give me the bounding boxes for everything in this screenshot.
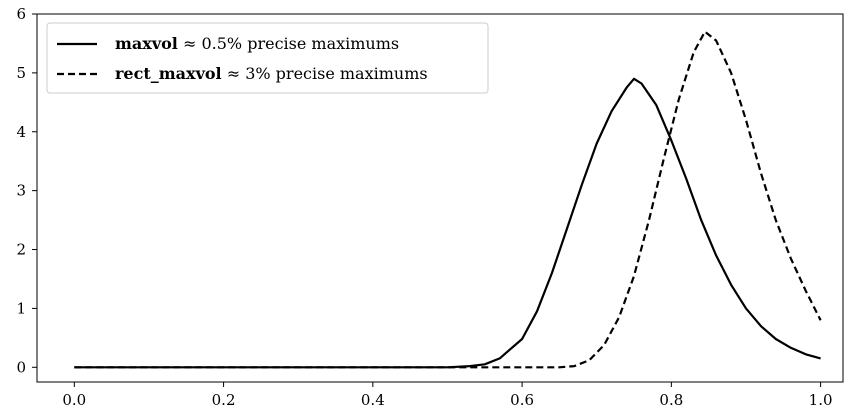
x-tick-label: 0.4 [361, 391, 385, 409]
y-tick-label: 6 [16, 5, 26, 23]
legend-box [46, 22, 489, 94]
series-line-maxvol [74, 77, 821, 369]
legend: maxvol ≈ 0.5% precise maximums rect_maxvo… [46, 22, 489, 94]
x-axis: 0.0 0.2 0.4 0.6 0.8 1.0 [62, 382, 833, 409]
legend-series-name: maxvol [115, 34, 178, 53]
y-axis: 0 1 2 3 4 5 6 [16, 5, 37, 376]
y-tick-label: 0 [16, 358, 26, 376]
legend-entry: rect_maxvol ≈ 3% precise maximums [115, 64, 428, 83]
x-tick-label: 0.0 [62, 391, 86, 409]
plot-frame [36, 13, 844, 383]
x-tick-label: 0.6 [510, 391, 534, 409]
y-tick-label: 2 [16, 241, 26, 259]
x-tick-label: 0.2 [212, 391, 236, 409]
x-tick-label: 1.0 [809, 391, 833, 409]
legend-series-description: ≈ 0.5% precise maximums [178, 34, 399, 53]
y-tick-label: 3 [16, 182, 26, 200]
series-line-rect-maxvol [74, 30, 822, 369]
legend-entry: maxvol ≈ 0.5% precise maximums [115, 34, 399, 53]
legend-series-name: rect_maxvol [115, 64, 222, 83]
y-tick-label: 1 [16, 299, 26, 317]
y-tick-label: 4 [16, 123, 26, 141]
legend-series-description: ≈ 3% precise maximums [222, 64, 428, 83]
y-tick-label: 5 [16, 64, 26, 82]
x-tick-label: 0.8 [659, 391, 683, 409]
series-layer [74, 30, 822, 369]
